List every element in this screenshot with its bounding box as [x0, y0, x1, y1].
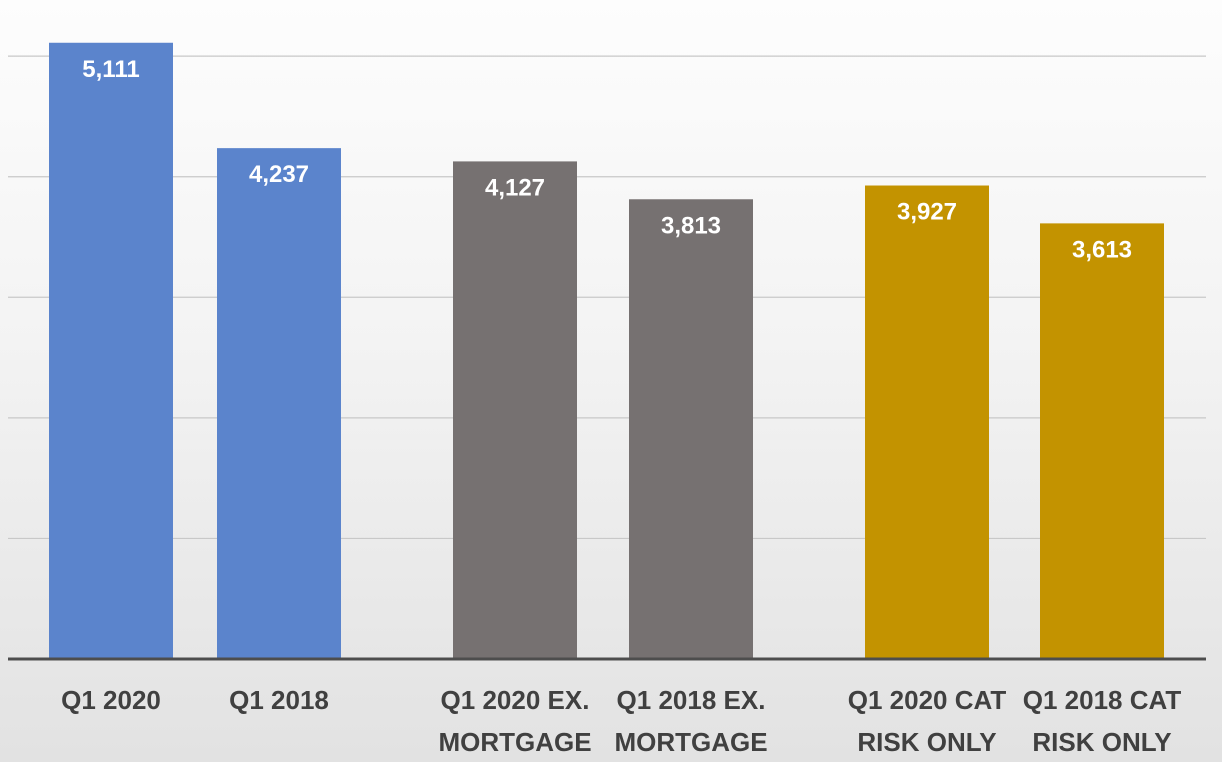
- data-label: 4,237: [249, 161, 309, 188]
- category-label: Q1 2018 EX. MORTGAGE: [614, 685, 767, 757]
- category-label: Q1 2020 CAT RISK ONLY: [848, 685, 1007, 757]
- category-label: Q1 2020 EX. MORTGAGE: [438, 685, 591, 757]
- bar: [49, 42, 173, 660]
- category-label: Q1 2020: [61, 685, 161, 715]
- data-label: 3,927: [897, 199, 957, 226]
- bars: [49, 42, 1164, 660]
- bar: [865, 185, 989, 660]
- data-label: 4,127: [485, 174, 545, 201]
- gridlines: [8, 55, 1206, 540]
- category-label: Q1 2018 CAT RISK ONLY: [1023, 685, 1182, 757]
- data-label: 3,613: [1072, 236, 1132, 263]
- bar: [217, 148, 341, 659]
- data-labels: 5,111 4,237 4,127 3,813 3,927 3,613: [82, 56, 1132, 264]
- category-labels: Q1 2020 Q1 2018 Q1 2020 EX. MORTGAGE Q1 2018…: [61, 685, 1181, 757]
- category-label: Q1 2018: [229, 685, 329, 715]
- data-label: 3,813: [661, 212, 721, 239]
- bar: [1040, 223, 1164, 659]
- data-label: 5,111: [82, 56, 139, 83]
- bar: [453, 161, 577, 659]
- bar: [629, 199, 753, 659]
